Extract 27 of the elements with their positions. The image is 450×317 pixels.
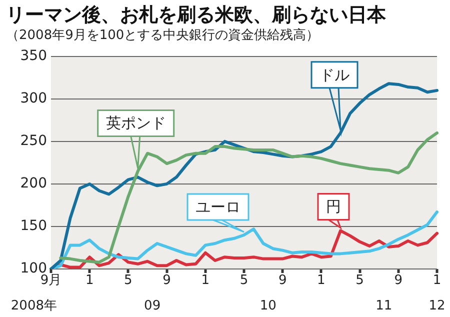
- x-tick-label: 1: [201, 273, 210, 288]
- y-tick-label: 150: [20, 218, 47, 234]
- chart-subtitle: （2008年9月を100とする中央銀行の資金供給残高）: [6, 27, 320, 44]
- series-label: ユーロ: [196, 198, 240, 216]
- chart-title: リーマン後、お札を刷る米欧、刷らない日本: [6, 4, 387, 26]
- text: 10: [260, 298, 276, 314]
- x-tick-label: 9月: [40, 273, 62, 288]
- series-label: 英ポンド: [106, 114, 166, 132]
- x-tick-label: 1: [85, 273, 94, 288]
- y-tick-label: 300: [20, 90, 47, 107]
- series-label: 円: [326, 198, 341, 216]
- x-tick-label: 9: [394, 273, 403, 288]
- x-tick-label: 9: [278, 273, 287, 288]
- y-tick-label: 250: [20, 133, 47, 150]
- x-tick-label: 5: [124, 273, 132, 288]
- text: 11: [376, 298, 392, 314]
- x-tick-label: 1: [432, 273, 442, 288]
- x-tick-label: 1: [317, 273, 326, 288]
- x-tick-label: 5: [240, 273, 248, 288]
- x-tick-label: 5: [356, 273, 364, 288]
- text: 2008年: [10, 298, 57, 314]
- text: 12: [428, 298, 446, 314]
- series-label: ドル: [320, 66, 350, 84]
- y-tick-label: 350: [20, 48, 47, 64]
- text: 09: [144, 298, 161, 314]
- y-tick-label: 200: [20, 176, 47, 192]
- x-tick-label: 9: [162, 273, 171, 288]
